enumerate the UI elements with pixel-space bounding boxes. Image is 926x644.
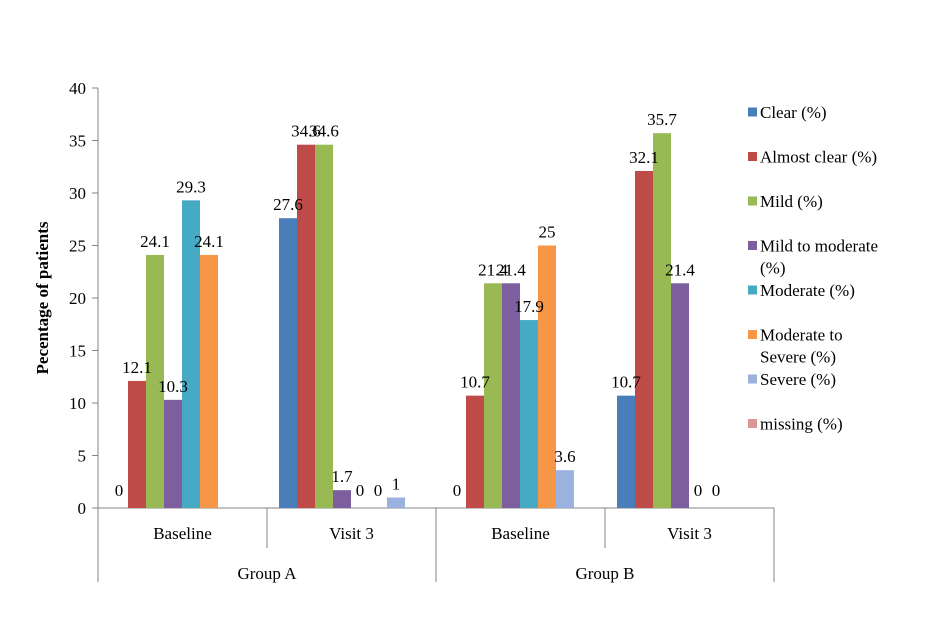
- data-label: 32.1: [629, 148, 659, 167]
- bar: [466, 395, 484, 508]
- legend-swatch: [748, 196, 757, 206]
- x-tick-label: Visit 3: [329, 524, 374, 543]
- data-label: 0: [694, 481, 703, 500]
- legend-label: Moderate to Severe (%): [760, 326, 843, 367]
- legend: Clear (%) Almost clear (%) Mild (%) Mild to…: [748, 103, 878, 434]
- legend-label: Almost clear (%): [760, 148, 877, 167]
- legend-swatch: [748, 419, 757, 428]
- legend-swatch: [748, 285, 757, 295]
- x-tick-label: Visit 3: [667, 524, 712, 543]
- data-label: 24.1: [194, 232, 224, 251]
- data-label: 3.6: [554, 447, 575, 466]
- legend-swatch: [748, 107, 757, 117]
- data-label: 35.7: [647, 110, 677, 129]
- y-tick-label: 5: [78, 447, 87, 466]
- bar: [671, 283, 689, 508]
- x-tick-label: Baseline: [491, 524, 550, 543]
- data-label: 12.1: [122, 358, 152, 377]
- legend-label: Moderate (%): [760, 281, 855, 300]
- bar: [502, 283, 520, 508]
- y-tick-label: 0: [78, 499, 87, 518]
- bar: [128, 380, 146, 508]
- legend-label: missing (%): [760, 415, 843, 434]
- bar: [315, 144, 333, 508]
- data-label: 10.7: [460, 373, 490, 392]
- data-label: 34.6: [291, 122, 321, 141]
- data-label: 24.1: [140, 232, 170, 251]
- data-label: 29.3: [176, 177, 206, 196]
- bar: [279, 218, 297, 508]
- bar: [297, 144, 315, 508]
- y-tick-label: 25: [69, 237, 86, 256]
- data-label: 34.6: [309, 122, 339, 141]
- legend-label: Mild (%): [760, 192, 823, 211]
- data-label: 1: [392, 475, 401, 494]
- legend-swatch: [748, 241, 757, 250]
- y-tick-label: 15: [69, 342, 86, 361]
- bar: [164, 399, 182, 508]
- bar: [146, 254, 164, 508]
- bar: [182, 200, 200, 508]
- data-label: 0: [356, 481, 365, 500]
- legend-swatch: [748, 152, 757, 161]
- data-label: 21.4: [496, 260, 526, 279]
- data-label: 0: [374, 481, 383, 500]
- data-label: 0: [453, 481, 462, 500]
- data-label: 25: [539, 223, 556, 242]
- y-tick-label: 40: [69, 79, 86, 98]
- bar: [556, 470, 574, 508]
- data-label: 1.7: [331, 467, 353, 486]
- y-tick-label: 30: [69, 184, 86, 203]
- y-tick-label: 10: [69, 394, 86, 413]
- legend-swatch: [748, 374, 757, 384]
- legend-label: Severe (%): [760, 370, 836, 389]
- bar: [387, 497, 405, 508]
- legend-swatch: [748, 330, 757, 339]
- data-label: 10.3: [158, 377, 188, 396]
- data-label: 17.9: [514, 297, 544, 316]
- y-tick-label: 20: [69, 289, 86, 308]
- bars: [128, 133, 689, 508]
- data-label: 0: [115, 481, 124, 500]
- x-tick-label: Baseline: [153, 524, 212, 543]
- bar: [200, 254, 218, 508]
- data-label: 27.6: [273, 195, 303, 214]
- data-label: 0: [712, 481, 721, 500]
- legend-label: Clear (%): [760, 103, 827, 122]
- legend-label: Mild to moderate (%): [760, 237, 878, 278]
- data-label: 10.7: [611, 373, 641, 392]
- bar: [520, 320, 538, 508]
- bar: [635, 170, 653, 508]
- data-label: 21.4: [478, 260, 508, 279]
- bar: [484, 283, 502, 508]
- y-axis-title: Pecentage of patients: [33, 221, 52, 374]
- data-label: 21.4: [665, 260, 695, 279]
- data-labels: 012.124.110.329.324.127.634.634.61.70 0 1 0…: [115, 110, 721, 500]
- y-tick-label: 35: [69, 132, 86, 151]
- bar: [617, 395, 635, 508]
- bar: [653, 133, 671, 508]
- x-group-label: Group B: [575, 564, 634, 583]
- x-group-label: Group A: [237, 564, 297, 583]
- bar: [538, 245, 556, 508]
- bar: [333, 490, 351, 508]
